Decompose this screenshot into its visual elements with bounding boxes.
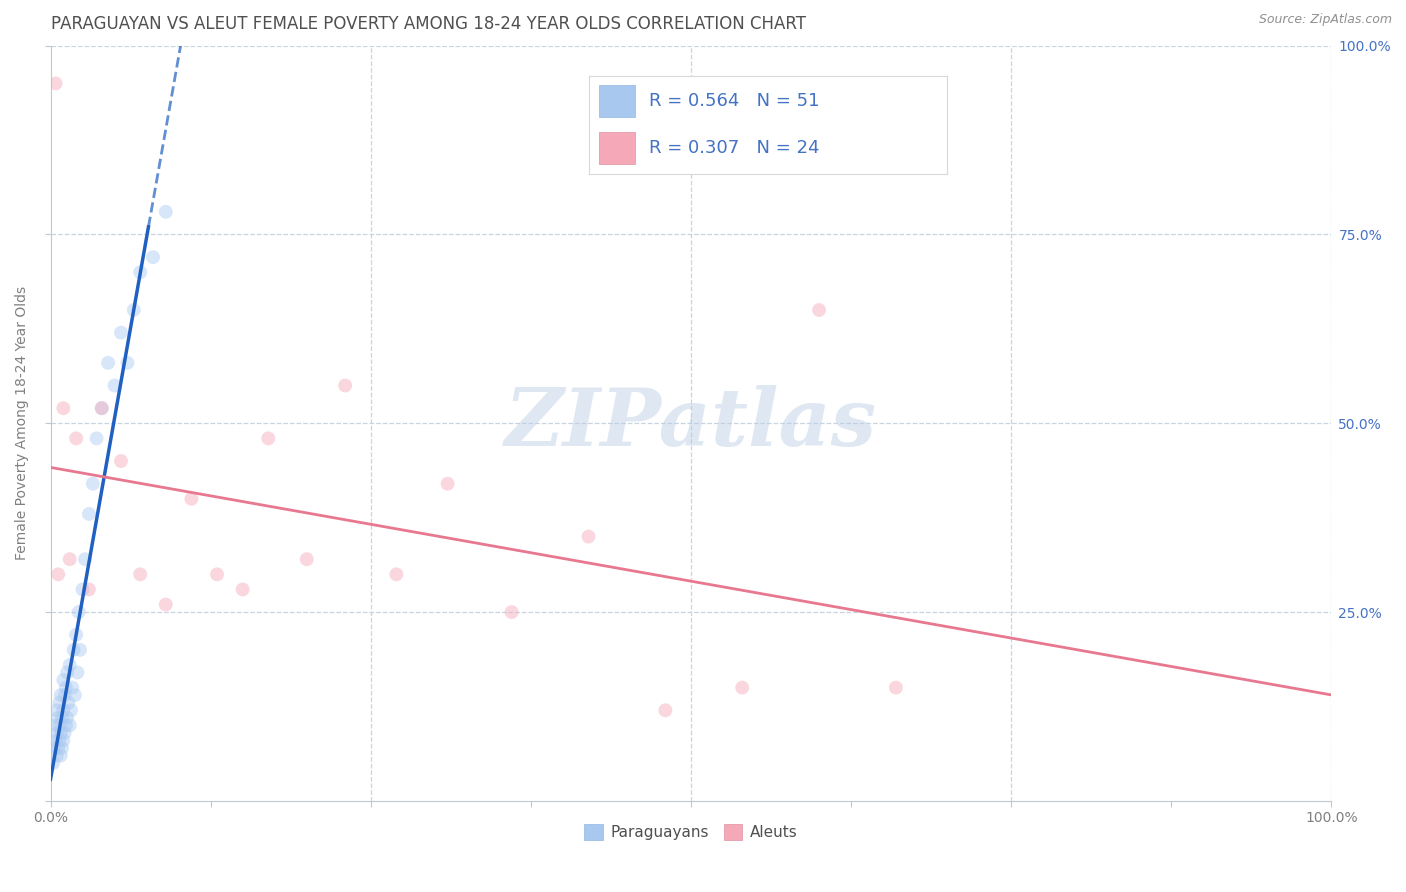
Point — [45, 703, 67, 717]
Point — [53, 688, 76, 702]
Point — [110, 454, 132, 468]
Point — [808, 303, 831, 318]
Point — [65, 628, 87, 642]
Point — [48, 733, 70, 747]
Point — [436, 476, 458, 491]
Point — [731, 681, 754, 695]
Point — [55, 681, 77, 695]
Point — [205, 567, 228, 582]
Point — [257, 431, 280, 445]
Point — [63, 688, 86, 702]
Point — [48, 718, 70, 732]
Point — [42, 756, 65, 771]
Point — [52, 673, 75, 687]
Point — [103, 378, 125, 392]
Point — [45, 718, 67, 732]
Point — [51, 741, 73, 756]
Point — [77, 582, 100, 597]
Legend: Paraguayans, Aleuts: Paraguayans, Aleuts — [578, 818, 804, 847]
Point — [110, 326, 132, 340]
Point — [501, 605, 523, 619]
Point — [52, 703, 75, 717]
Point — [97, 356, 120, 370]
Point — [75, 552, 97, 566]
Point — [59, 657, 82, 672]
Point — [65, 431, 87, 445]
Point — [52, 733, 75, 747]
Point — [86, 431, 108, 445]
Point — [45, 726, 67, 740]
Point — [49, 748, 72, 763]
Point — [45, 77, 67, 91]
Point — [884, 681, 907, 695]
Point — [55, 718, 77, 732]
Text: PARAGUAYAN VS ALEUT FEMALE POVERTY AMONG 18-24 YEAR OLDS CORRELATION CHART: PARAGUAYAN VS ALEUT FEMALE POVERTY AMONG… — [51, 15, 806, 33]
Point — [82, 476, 104, 491]
Point — [58, 696, 80, 710]
Point — [59, 552, 82, 566]
Point — [385, 567, 408, 582]
Point — [46, 711, 69, 725]
Point — [122, 303, 145, 318]
Point — [155, 204, 177, 219]
Point — [49, 688, 72, 702]
Point — [56, 711, 79, 725]
Point — [53, 726, 76, 740]
Point — [69, 643, 91, 657]
Point — [77, 507, 100, 521]
Point — [45, 733, 67, 747]
Point — [62, 643, 84, 657]
Point — [67, 605, 90, 619]
Point — [56, 665, 79, 680]
Point — [333, 378, 356, 392]
Point — [129, 265, 152, 279]
Point — [232, 582, 254, 597]
Y-axis label: Female Poverty Among 18-24 Year Olds: Female Poverty Among 18-24 Year Olds — [15, 286, 30, 560]
Point — [46, 567, 69, 582]
Point — [295, 552, 318, 566]
Point — [52, 401, 75, 416]
Point — [142, 250, 165, 264]
Point — [90, 401, 112, 416]
Point — [51, 711, 73, 725]
Point — [180, 491, 202, 506]
Point — [60, 681, 83, 695]
Point — [46, 741, 69, 756]
Point — [59, 718, 82, 732]
Point — [66, 665, 89, 680]
Point — [49, 726, 72, 740]
Point — [155, 598, 177, 612]
Point — [45, 748, 67, 763]
Point — [654, 703, 676, 717]
Point — [48, 696, 70, 710]
Point — [72, 582, 94, 597]
Point — [117, 356, 139, 370]
Text: Source: ZipAtlas.com: Source: ZipAtlas.com — [1258, 13, 1392, 27]
Point — [129, 567, 152, 582]
Point — [60, 703, 83, 717]
Point — [44, 741, 66, 756]
Text: ZIPatlas: ZIPatlas — [505, 384, 877, 462]
Point — [90, 401, 112, 416]
Point — [578, 530, 600, 544]
